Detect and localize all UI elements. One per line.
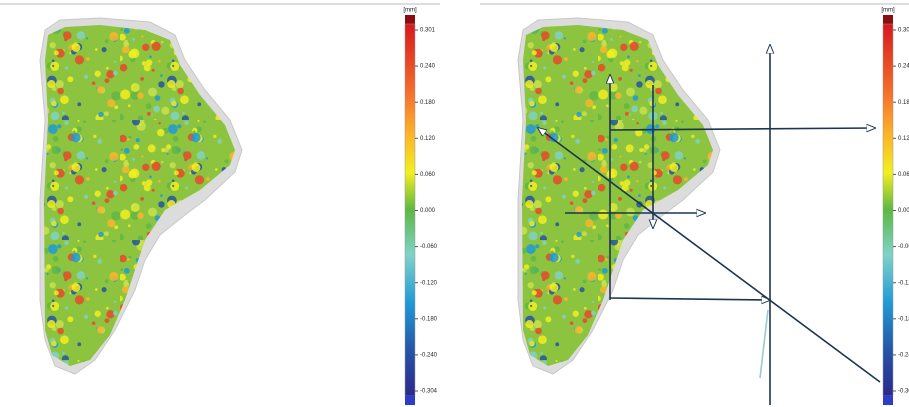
vectors <box>538 45 881 405</box>
scale-label: -0.30 <box>898 389 909 395</box>
scan-map <box>517 17 721 375</box>
scale-label: 0.240 <box>420 64 436 70</box>
scale-label: 0.12 <box>898 136 909 142</box>
scale-label: 0.000 <box>420 208 436 214</box>
scale-top <box>405 15 415 24</box>
scale-label: -0.060 <box>420 244 438 250</box>
color-bar <box>404 23 416 397</box>
scale-label: 0.180 <box>420 100 436 106</box>
scale-label: 0.06 <box>898 172 909 178</box>
arrow <box>759 309 769 379</box>
scale-label: 0.18 <box>898 100 909 106</box>
scale-bottom <box>883 396 893 405</box>
scale-bottom <box>405 396 415 405</box>
scale-label: 0.30 <box>898 28 909 34</box>
scale-label: -0.06 <box>898 244 909 250</box>
unit-label: [mm] <box>881 8 895 14</box>
scale-label: -0.120 <box>420 280 438 286</box>
scale-label: -0.24 <box>898 352 909 358</box>
unit-label: [mm] <box>403 8 417 14</box>
color-bar <box>882 23 894 397</box>
scale-label: 0.00 <box>898 208 909 214</box>
arrow <box>609 298 770 300</box>
scale-label: -0.240 <box>420 352 438 358</box>
scale-label: 0.24 <box>898 64 909 70</box>
scale-label: -0.304 <box>420 389 438 395</box>
scan-map-copy <box>517 17 721 375</box>
arrow <box>609 128 875 130</box>
scale-label: 0.301 <box>420 28 436 34</box>
scale-label: -0.12 <box>898 280 909 286</box>
scale-label: -0.18 <box>898 316 909 322</box>
scale-label: 0.060 <box>420 172 436 178</box>
scale-label: -0.180 <box>420 316 438 322</box>
arrow <box>538 128 881 383</box>
deviation-field <box>44 25 235 366</box>
scale-top <box>883 15 893 24</box>
scale-label: 0.120 <box>420 136 436 142</box>
scan-map <box>39 17 243 375</box>
